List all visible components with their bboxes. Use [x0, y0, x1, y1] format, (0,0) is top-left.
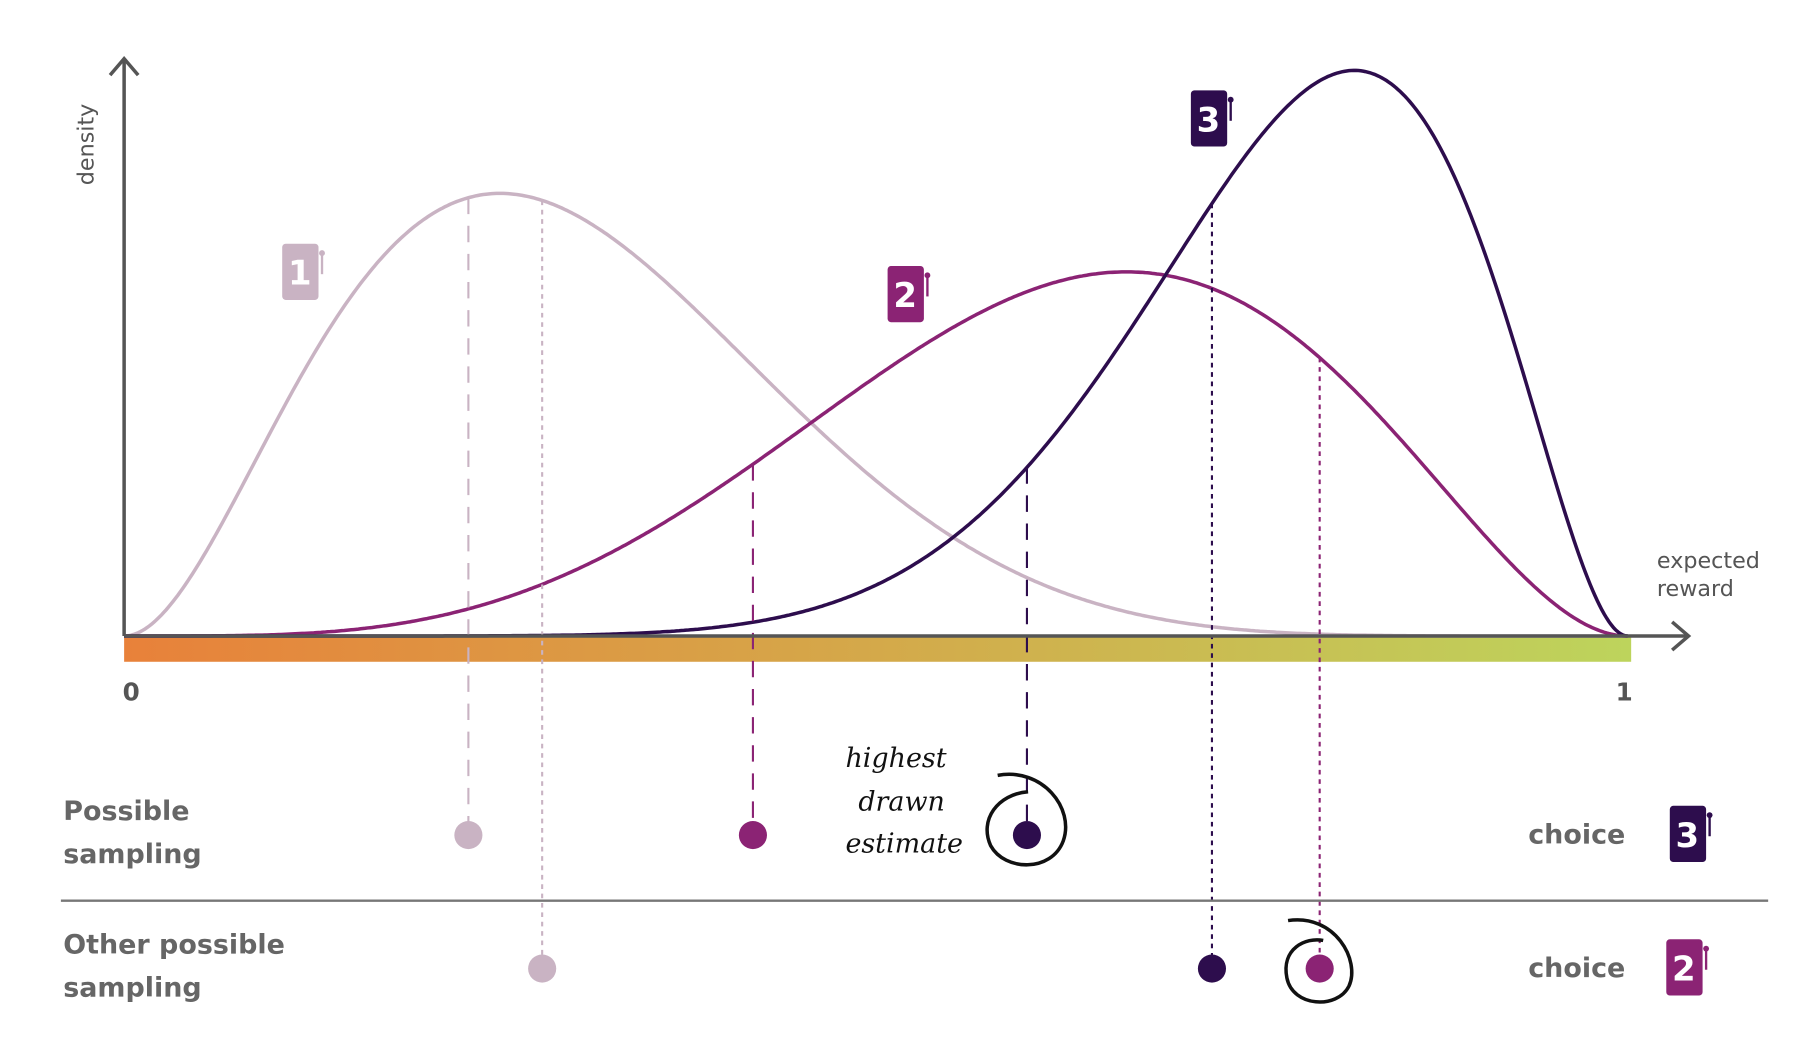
y-label: density [74, 104, 100, 186]
x-arrow [1670, 620, 1692, 652]
y-arrow [108, 56, 140, 77]
x-min: 0 [123, 677, 140, 706]
x-label: reward [1657, 576, 1734, 602]
choice-label: choice [1528, 953, 1625, 984]
row-label: sampling [63, 839, 201, 870]
x-label: expected [1657, 548, 1760, 574]
arm-number: 3 [1197, 100, 1221, 140]
highlight-circle [985, 772, 1068, 867]
density-curve [124, 270, 1628, 638]
arm-number: 1 [288, 254, 312, 294]
row-label: Other possible [63, 929, 285, 960]
row-label: sampling [63, 973, 201, 1004]
lever-knob [1703, 945, 1710, 952]
arm-number: 3 [1676, 816, 1700, 856]
density-curve [124, 68, 1628, 638]
annotation: highest [845, 743, 946, 774]
sample-dot [738, 821, 767, 850]
annotation: drawn [858, 786, 945, 817]
arm-badge [1669, 805, 1707, 863]
sample-dot [1305, 954, 1334, 983]
arm-number: 2 [893, 276, 917, 316]
arm-badge [282, 243, 319, 300]
x-max: 1 [1616, 677, 1633, 706]
sample-dot [1012, 821, 1041, 850]
annotation: estimate [845, 829, 963, 860]
row-label: Possible [63, 796, 189, 827]
lever-knob [924, 272, 931, 279]
lever-knob [1227, 96, 1234, 103]
arm-number: 2 [1672, 949, 1696, 989]
lever-knob [1706, 812, 1713, 819]
arm-badge [1666, 939, 1703, 996]
sample-dot [528, 954, 557, 983]
lever-knob [319, 250, 325, 257]
sample-dot [1197, 954, 1227, 983]
reward-gradient [124, 636, 1632, 662]
highlight-circle [1284, 918, 1354, 1004]
arm-badge [887, 265, 924, 323]
choice-label: choice [1528, 819, 1625, 850]
density-curve [124, 191, 1628, 638]
sample-dot [454, 821, 483, 850]
arm-badge [1190, 90, 1228, 147]
